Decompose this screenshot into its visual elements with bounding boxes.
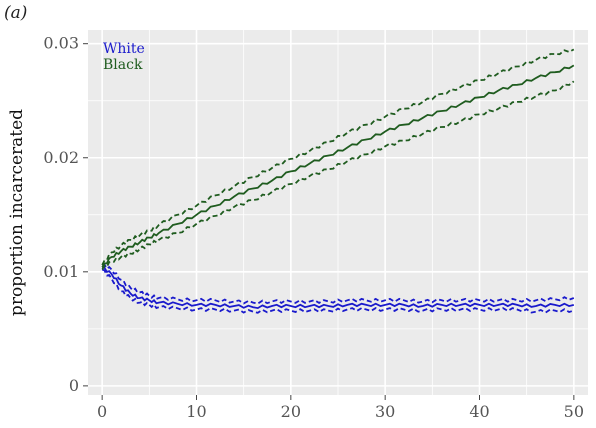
x-tick-label: 10 bbox=[186, 402, 206, 421]
y-axis-title: proportion incarcerated bbox=[7, 109, 27, 316]
legend-entry-white: White bbox=[103, 41, 145, 57]
x-axis: 0 10 20 30 40 50 bbox=[97, 395, 584, 421]
white-upper-bound-line bbox=[102, 263, 575, 305]
series-layer bbox=[101, 48, 575, 314]
white-lower-bound-line bbox=[101, 268, 575, 314]
grid-major bbox=[88, 30, 588, 395]
y-tick-label: 0 bbox=[69, 376, 79, 395]
x-tick-label: 40 bbox=[469, 402, 489, 421]
y-axis: 0 0.01 0.02 0.03 bbox=[43, 34, 88, 395]
x-tick-label: 30 bbox=[375, 402, 395, 421]
black-mean-line bbox=[101, 64, 575, 268]
y-tick-label: 0.03 bbox=[43, 34, 79, 53]
black-upper-bound-line bbox=[101, 48, 575, 266]
panel-label: (a) bbox=[4, 3, 27, 23]
series-black bbox=[101, 48, 575, 271]
x-tick-label: 0 bbox=[97, 402, 107, 421]
legend-entry-black: Black bbox=[103, 57, 143, 73]
grid-minor bbox=[88, 30, 588, 395]
series-white bbox=[101, 263, 575, 314]
y-tick-label: 0.02 bbox=[43, 148, 79, 167]
black-lower-bound-line bbox=[101, 80, 575, 271]
x-tick-label: 50 bbox=[564, 402, 584, 421]
white-mean-line bbox=[102, 266, 575, 310]
x-tick-label: 20 bbox=[281, 402, 301, 421]
y-tick-label: 0.01 bbox=[43, 262, 79, 281]
